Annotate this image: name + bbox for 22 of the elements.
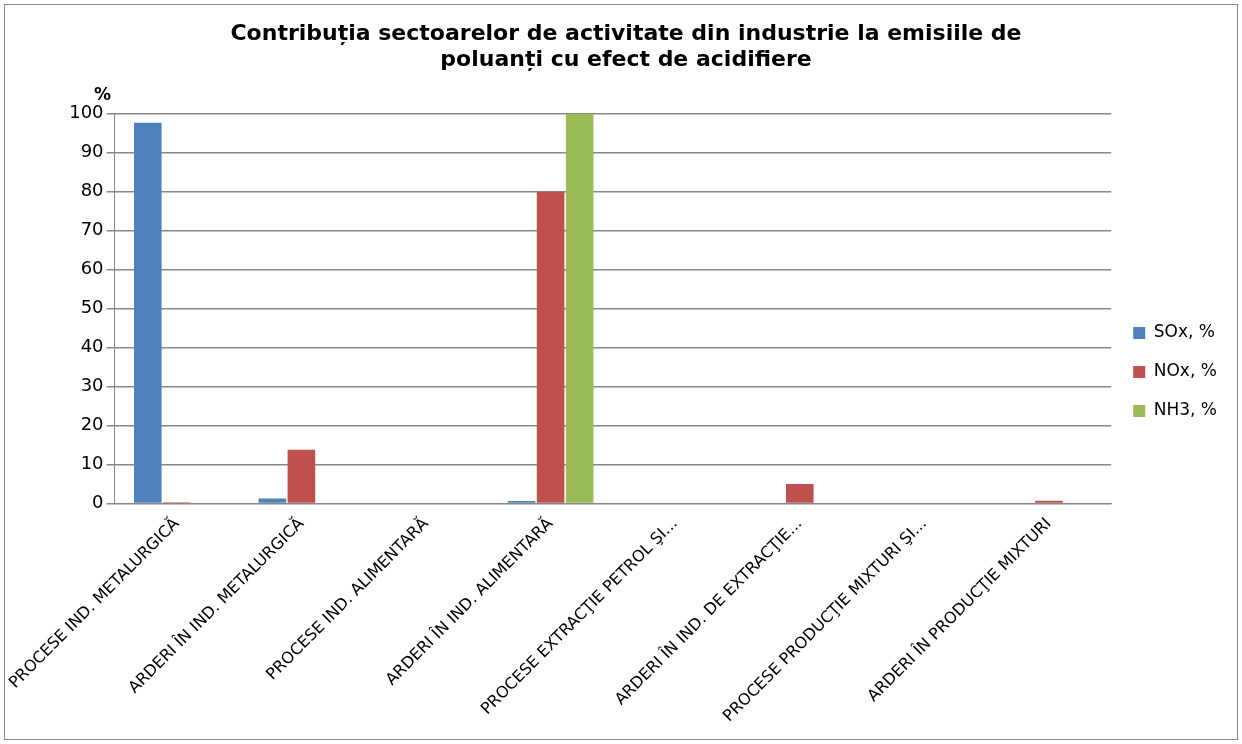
y-tick-label: 60: [80, 257, 104, 279]
y-axis-title: %: [94, 83, 112, 104]
legend-label: NH3, %: [1153, 399, 1217, 420]
bar: [287, 449, 316, 503]
y-tick-label: 70: [80, 218, 104, 240]
legend-label: NOx, %: [1153, 360, 1217, 381]
y-tick-label: 30: [80, 374, 104, 396]
y-tick-label: 40: [80, 335, 104, 357]
y-tick-label: 100: [69, 101, 104, 123]
bar: [785, 483, 814, 503]
bar: [133, 122, 162, 503]
y-tick-label: 80: [80, 179, 104, 201]
y-tick-label: 0: [92, 491, 104, 513]
legend-label: SOx, %: [1153, 321, 1215, 342]
chart-title: Contribuția sectoarelor de activitate din industrie la emisiile de poluanți cu efect de acidifiere: [230, 19, 1022, 73]
y-tick-label: 20: [80, 413, 104, 435]
y-tick-label: 10: [80, 452, 104, 474]
bar: [565, 113, 594, 503]
y-tick-label: 90: [80, 140, 104, 162]
bar: [536, 191, 565, 503]
bar: [258, 498, 287, 503]
y-tick-label: 50: [80, 296, 104, 318]
